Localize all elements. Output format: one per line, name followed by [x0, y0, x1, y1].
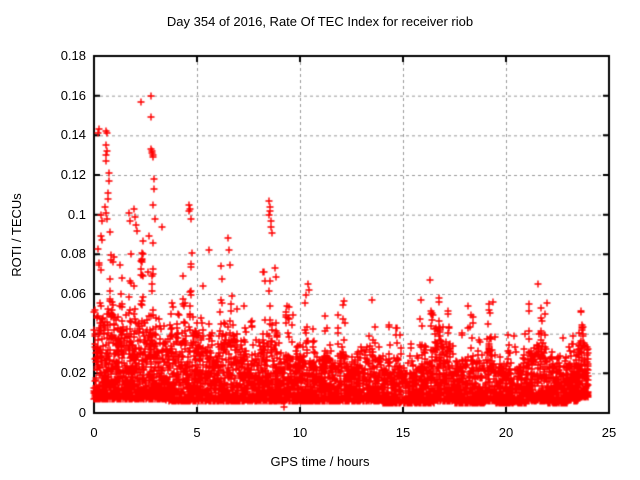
y-tick-label: 0.16 — [60, 87, 86, 103]
y-tick-label: 0 — [78, 405, 86, 420]
y-tick-label: 0.1 — [67, 206, 86, 222]
x-tick-label: 15 — [395, 425, 411, 440]
y-tick-label: 0.06 — [60, 286, 86, 301]
y-tick-label: 0.18 — [60, 48, 86, 63]
x-tick-label: 25 — [601, 425, 617, 440]
x-tick-label: 10 — [292, 425, 308, 440]
y-axis-label: ROTI / TECUs — [9, 193, 24, 277]
y-tick-label: 0.08 — [60, 246, 86, 262]
y-tick-label: 0.04 — [60, 325, 86, 341]
chart-title: Day 354 of 2016, Rate Of TEC Index for r… — [166, 14, 474, 29]
x-tick-label: 5 — [193, 425, 201, 440]
x-tick-label: 0 — [90, 425, 98, 440]
y-tick-label: 0.12 — [60, 167, 86, 182]
x-axis-label: GPS time / hours — [270, 454, 370, 469]
y-tick-label: 0.14 — [60, 127, 86, 143]
y-tick-label: 0.02 — [60, 365, 86, 381]
x-tick-label: 20 — [498, 425, 514, 440]
